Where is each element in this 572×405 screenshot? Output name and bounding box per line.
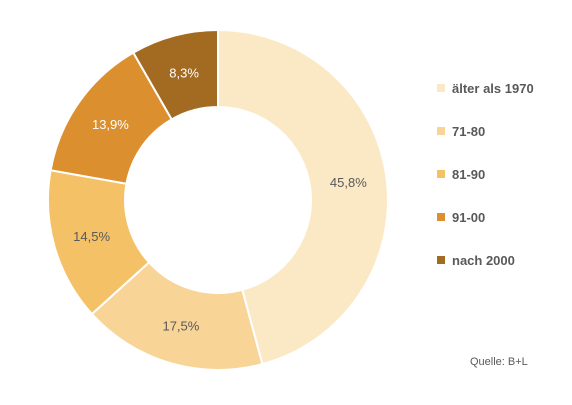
slice-value-label: 14,5% [73,229,110,244]
slice-value-label: 13,9% [92,117,129,132]
legend-swatch [437,84,445,92]
legend-swatch [437,127,445,135]
legend-label: 71-80 [452,123,486,139]
legend-item-nach-2000: nach 2000 [437,250,534,270]
legend-swatch [437,256,445,264]
legend-item-81-90: 81-90 [437,164,534,184]
slice-value-label: 45,8% [330,175,367,190]
slice-value-label: 17,5% [162,319,199,334]
legend-label: 81-90 [452,166,486,182]
donut-slice [131,28,219,121]
legend-item-91-00: 91-00 [437,207,534,227]
donut-slice [90,260,264,371]
legend-swatch [437,170,445,178]
legend: älter als 1970 71-80 81-90 91-00 nach 20… [437,78,534,293]
legend-swatch [437,213,445,221]
donut-slice [217,28,389,366]
source-note: Quelle: B+L [470,356,528,368]
legend-item-aelter-als-1970: älter als 1970 [437,78,534,98]
legend-label: älter als 1970 [452,80,534,96]
legend-item-71-80: 71-80 [437,121,534,141]
legend-label: 91-00 [452,209,486,225]
slice-value-label: 8,3% [169,65,199,80]
legend-label: nach 2000 [452,252,515,268]
